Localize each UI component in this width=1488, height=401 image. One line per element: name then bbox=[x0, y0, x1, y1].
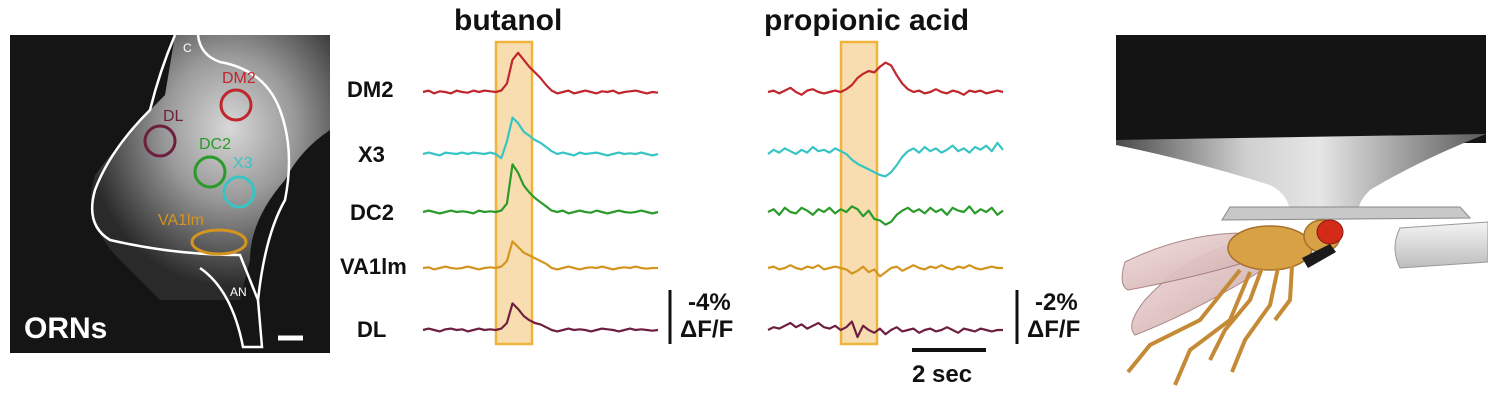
propionic-scale-value: -2% bbox=[1035, 289, 1078, 316]
trace-x3 bbox=[767, 141, 1004, 178]
butanol-scale-value: -4% bbox=[688, 289, 731, 316]
lobe-outline bbox=[90, 34, 264, 349]
fly-leg-3 bbox=[1273, 265, 1294, 322]
roi-dl-label: DL bbox=[163, 108, 184, 125]
propionic-acid-heading: propionic acid bbox=[764, 4, 969, 37]
fly-proboscis-holder bbox=[1302, 244, 1336, 268]
trace-dm2 bbox=[767, 61, 1004, 96]
trace-dl bbox=[422, 302, 659, 333]
time-scale-label: 2 sec bbox=[912, 361, 972, 388]
trace-va1lm bbox=[422, 240, 658, 271]
trace-dm2 bbox=[422, 51, 659, 95]
roi-va1lm-label: VA1lm bbox=[158, 212, 204, 229]
row-label-dl: DL bbox=[357, 317, 386, 342]
fly-eye bbox=[1316, 219, 1344, 245]
stimulus-window bbox=[494, 40, 534, 346]
row-label-x3: X3 bbox=[358, 142, 385, 167]
fly-leg-1 bbox=[1208, 267, 1264, 361]
trace-dc2 bbox=[422, 163, 659, 215]
ornsimage-panel: C AN DM2 DL DC2 X3 VA1lm ORNs bbox=[10, 34, 330, 353]
objective-lens bbox=[1116, 35, 1486, 143]
holder-plate bbox=[1221, 206, 1472, 221]
row-label-dm2: DM2 bbox=[347, 77, 393, 102]
fly-setup-illustration bbox=[1116, 35, 1488, 401]
roi-dm2-circle bbox=[219, 88, 253, 122]
propionic-scale-unit: ΔF/F bbox=[1027, 316, 1080, 343]
stimulus-window bbox=[839, 40, 879, 346]
an-label: AN bbox=[230, 285, 247, 299]
butanol-heading: butanol bbox=[454, 4, 562, 37]
fly-thorax bbox=[1227, 225, 1313, 271]
roi-x3-circle bbox=[222, 175, 256, 209]
c-label: C bbox=[183, 41, 192, 55]
row-label-va1lm: VA1lm bbox=[340, 254, 407, 279]
roi-dc2-circle bbox=[193, 155, 227, 189]
lobe-outline-right bbox=[196, 34, 291, 301]
odor-tube bbox=[1394, 221, 1488, 269]
roi-dm2-label: DM2 bbox=[222, 70, 256, 87]
trace-dl bbox=[767, 320, 1003, 339]
antennal-lobe-signal bbox=[90, 35, 330, 300]
trace-x3 bbox=[422, 116, 659, 160]
trace-dc2 bbox=[767, 205, 1004, 226]
trace-va1lm bbox=[767, 264, 1003, 278]
roi-dc2-label: DC2 bbox=[199, 136, 231, 153]
fly-leg-5 bbox=[1173, 271, 1252, 386]
butanol-scale-unit: ΔF/F bbox=[680, 316, 733, 343]
objective-cone bbox=[1116, 134, 1486, 215]
fly-leg-2 bbox=[1230, 267, 1280, 373]
butanol-traces bbox=[422, 40, 659, 346]
roi-va1lm-ellipse bbox=[190, 228, 248, 256]
orns-label: ORNs bbox=[24, 312, 107, 345]
row-label-dc2: DC2 bbox=[350, 200, 394, 225]
trace-labels: DM2 X3 DC2 VA1lm DL bbox=[340, 77, 407, 342]
roi-dl-circle bbox=[143, 124, 177, 158]
roi-x3-label: X3 bbox=[233, 155, 253, 172]
propionic-acid-traces bbox=[767, 40, 1004, 346]
fly-leg-4 bbox=[1126, 268, 1242, 374]
